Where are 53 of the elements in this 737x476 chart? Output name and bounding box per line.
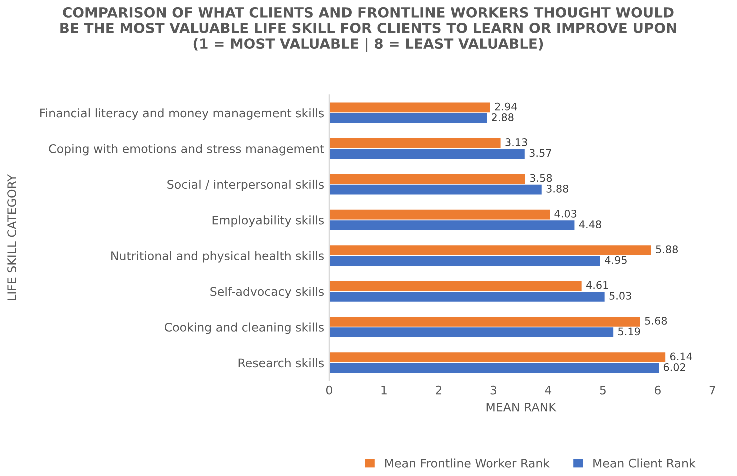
x-tick-label: 1: [382, 386, 387, 395]
data-label: 3.57: [530, 149, 552, 158]
bar: [329, 363, 660, 374]
x-tick-label: 6: [655, 386, 661, 395]
y-axis-title: LIFE SKILL CATEGORY: [8, 174, 17, 300]
x-tick-label: 0: [326, 386, 332, 395]
y-tick-label: Coping with emotions and stress management: [49, 144, 324, 156]
y-tick-label: Financial literacy and money management skills: [40, 108, 324, 120]
data-label: 4.03: [554, 210, 577, 218]
y-tick-label: Nutritional and physical health skills: [112, 251, 324, 263]
legend-label: Mean Frontline Worker Rank: [385, 458, 550, 468]
data-label: 4.48: [579, 220, 602, 229]
data-label: 4.61: [586, 281, 608, 290]
bar: [329, 102, 490, 113]
y-tick-label: Social / interpersonal skills: [168, 180, 324, 192]
data-label: 3.88: [546, 184, 569, 193]
data-label: 2.94: [495, 102, 518, 111]
bar: [329, 138, 501, 148]
bar: [329, 281, 582, 292]
x-tick-label: 5: [600, 386, 606, 395]
data-label: 5.68: [645, 317, 668, 325]
x-tick-label: 2: [436, 386, 442, 395]
bar: [329, 220, 575, 230]
bar: [329, 149, 525, 160]
y-tick-label: Self-advocacy skills: [210, 287, 324, 298]
bar: [329, 316, 640, 327]
data-label: 3.13: [506, 138, 528, 146]
data-label: 3.58: [530, 174, 552, 182]
x-tick-label: 3: [490, 386, 496, 395]
data-label: 5.88: [656, 246, 678, 254]
y-tick-label: Employability skills: [212, 216, 324, 228]
y-tick-label: Cooking and cleaning skills: [165, 322, 324, 334]
data-label: 2.88: [492, 114, 514, 122]
bar: [329, 113, 488, 124]
bar: [329, 352, 666, 363]
data-label: 5.03: [610, 292, 632, 300]
bar: [329, 292, 605, 302]
x-axis-title: MEAN RANK: [486, 403, 557, 412]
bar: [329, 328, 614, 338]
data-label: 4.95: [605, 256, 627, 264]
bar: [329, 174, 526, 184]
data-label: 6.02: [664, 363, 686, 372]
y-tick-label: Research skills: [238, 358, 324, 368]
bar: [329, 256, 600, 266]
data-label: 6.14: [670, 352, 692, 361]
x-tick-label: 4: [545, 386, 552, 395]
data-label: 5.19: [618, 328, 640, 336]
x-tick-label: 7: [710, 386, 716, 395]
bar: [329, 184, 542, 195]
bar: [329, 210, 550, 220]
legend-label: Mean Client Rank: [594, 458, 696, 468]
chart-title: COMPARISON OF WHAT CLIENTS AND FRONTLINE WORKERS THOUGHT WOULD BE THE MOST VALUABLE LIFE SKILL FOR CLIENTS TO LEARN OR IMPROVE UPON (1 = MOST VALUABLE | 8 = LEAST VALUABLE): [60, 7, 676, 52]
bar: [329, 246, 652, 256]
